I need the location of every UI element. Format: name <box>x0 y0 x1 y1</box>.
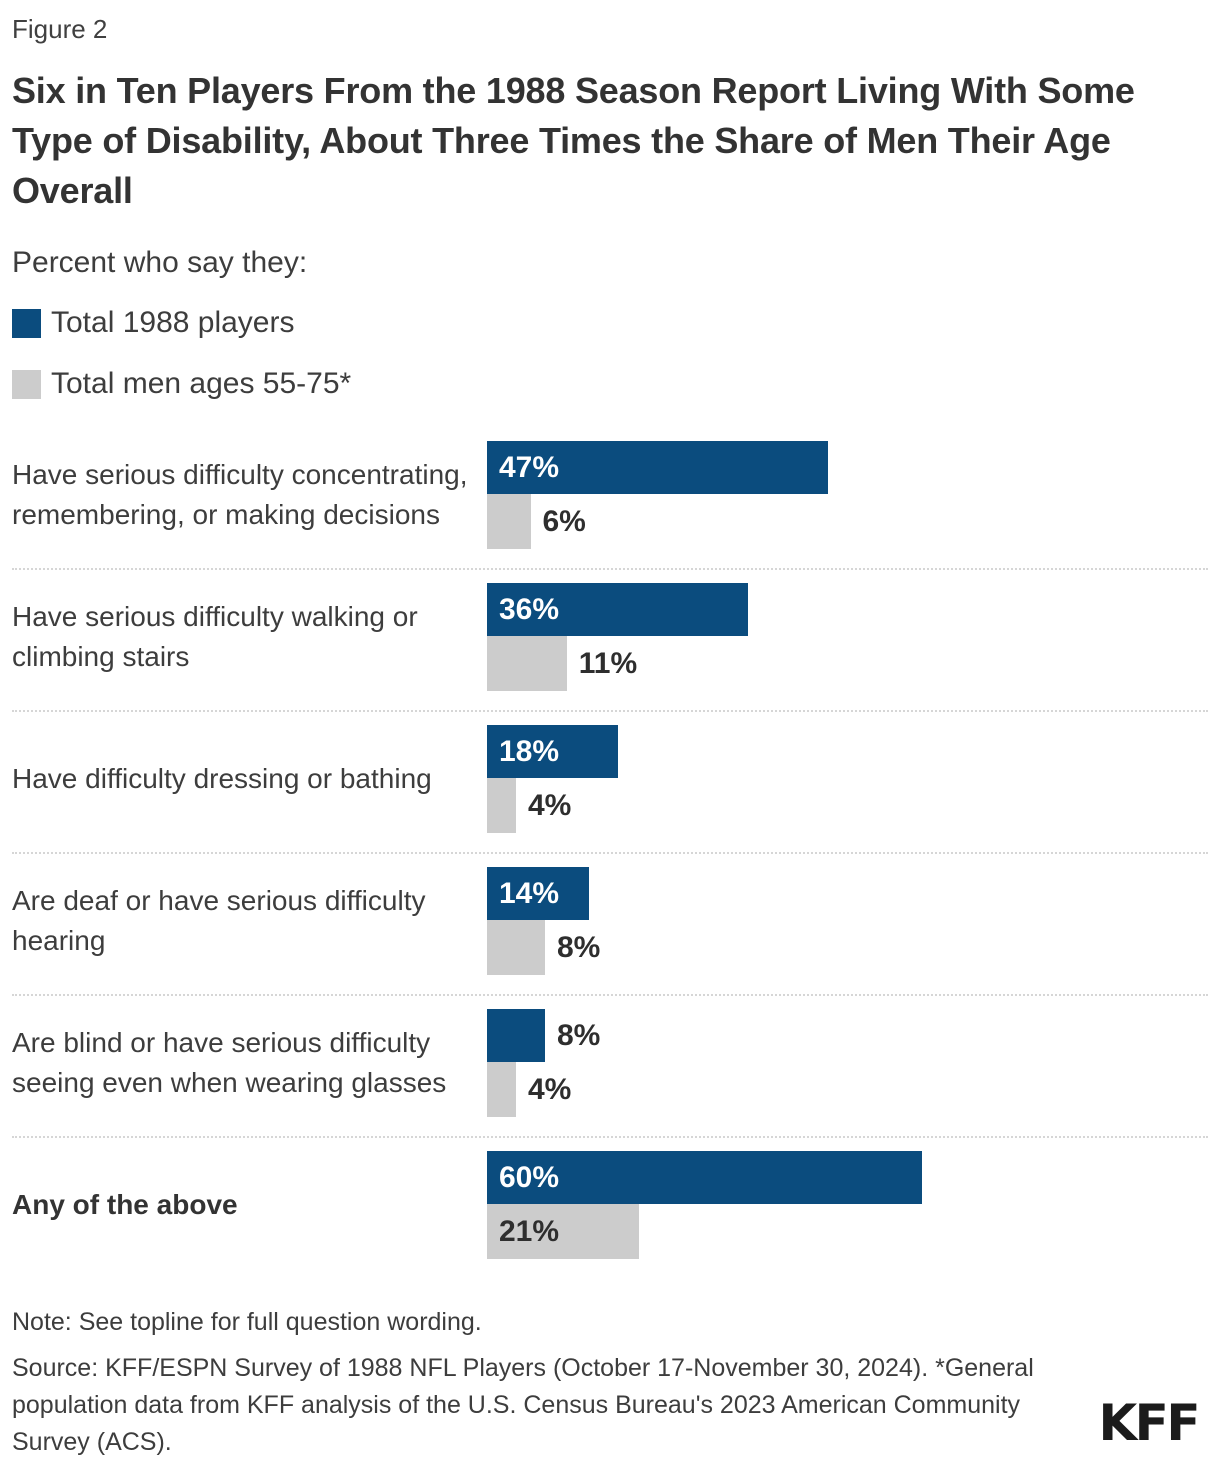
bar-line: 6% <box>487 494 1208 549</box>
bar-line: 14% <box>487 867 1208 920</box>
bar-line: 11% <box>487 636 1208 691</box>
value-label: 14% <box>499 876 560 910</box>
chart-row: Are blind or have serious difficulty see… <box>12 994 1208 1136</box>
bar-line: 36% <box>487 583 1208 636</box>
category-label: Have difficulty dressing or bathing <box>12 763 432 794</box>
value-label: 47% <box>499 450 560 484</box>
legend-item-players: Total 1988 players <box>12 306 1208 340</box>
value-label: 21% <box>499 1214 560 1248</box>
bar-group: 36% 11% <box>487 583 1208 691</box>
value-label: 8% <box>557 930 601 964</box>
legend-item-men: Total men ages 55-75* <box>12 367 1208 401</box>
bar-men <box>487 494 531 549</box>
chart-rows: Have serious difficulty concentrating, r… <box>12 428 1208 1278</box>
legend-swatch-men <box>12 369 41 399</box>
bar-line: 4% <box>487 778 1208 833</box>
bar-line: 8% <box>487 1009 1208 1062</box>
bar-players: 36% <box>487 583 748 636</box>
value-label: 4% <box>528 1072 572 1106</box>
bar-players <box>487 1009 545 1062</box>
bar-group: 47% 6% <box>487 441 1208 549</box>
legend-swatch-players <box>12 308 41 338</box>
bar-line: 18% <box>487 725 1208 778</box>
value-label: 18% <box>499 734 560 768</box>
bar-men <box>487 1062 516 1117</box>
bar-line: 4% <box>487 1062 1208 1117</box>
bar-line: 8% <box>487 920 1208 975</box>
chart-row: Have serious difficulty concentrating, r… <box>12 428 1208 568</box>
bar-men <box>487 778 516 833</box>
chart-row: Any of the above 60% 21% <box>12 1136 1208 1278</box>
footer: Note: See topline for full question word… <box>12 1304 1208 1461</box>
value-label: 8% <box>557 1018 601 1052</box>
category-label: Are blind or have serious difficulty see… <box>12 1027 447 1098</box>
chart-row: Have difficulty dressing or bathing 18% 4% <box>12 710 1208 852</box>
bar-men: 21% <box>487 1204 640 1259</box>
bar-group: 18% 4% <box>487 725 1208 833</box>
page-title: Six in Ten Players From the 1988 Season … <box>12 70 1135 211</box>
note-text: Note: See topline for full question word… <box>12 1308 482 1336</box>
bar-group: 8% 4% <box>487 1009 1208 1117</box>
figure-label: Figure 2 <box>12 14 108 44</box>
source-text: Source: KFF/ESPN Survey of 1988 NFL Play… <box>12 1354 1034 1456</box>
bar-men <box>487 636 567 691</box>
category-label: Have serious difficulty concentrating, r… <box>12 459 468 530</box>
legend-label: Total men ages 55-75* <box>51 367 352 400</box>
category-label: Are deaf or have serious difficulty hear… <box>12 885 426 956</box>
legend-label: Total 1988 players <box>51 306 295 339</box>
category-label: Any of the above <box>12 1189 238 1220</box>
kff-logo: KFF <box>1098 1394 1200 1452</box>
value-label: 6% <box>542 504 586 538</box>
value-label: 60% <box>499 1160 560 1194</box>
bar-players: 47% <box>487 441 828 494</box>
value-label: 4% <box>528 788 572 822</box>
chart-subtitle: Percent who say they: <box>12 246 308 279</box>
bar-group: 60% 21% <box>487 1151 1208 1259</box>
bar-line: 47% <box>487 441 1208 494</box>
value-label: 36% <box>499 592 560 626</box>
chart-row: Have serious difficulty walking or climb… <box>12 568 1208 710</box>
bar-men <box>487 920 545 975</box>
bar-players: 60% <box>487 1151 922 1204</box>
category-label: Have serious difficulty walking or climb… <box>12 601 418 672</box>
legend: Total 1988 players Total men ages 55-75* <box>12 306 1208 401</box>
chart-row: Are deaf or have serious difficulty hear… <box>12 852 1208 994</box>
bar-line: 60% <box>487 1151 1208 1204</box>
bar-players: 18% <box>487 725 618 778</box>
bar-line: 21% <box>487 1204 1208 1259</box>
value-label: 11% <box>578 646 638 680</box>
bar-players: 14% <box>487 867 589 920</box>
bar-group: 14% 8% <box>487 867 1208 975</box>
